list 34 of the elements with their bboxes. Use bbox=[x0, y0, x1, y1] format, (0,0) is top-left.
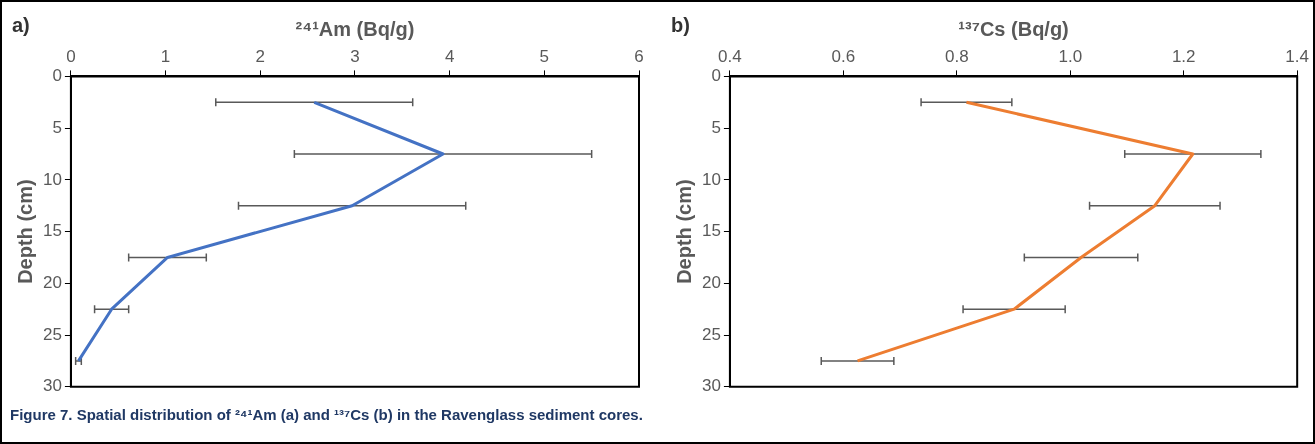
x-tick-label: 1 bbox=[160, 46, 171, 66]
y-tick-label: 5 bbox=[711, 117, 721, 137]
x-axis-title: ¹³⁷Cs (Bq/g) bbox=[958, 17, 1069, 40]
y-tick-label: 25 bbox=[42, 324, 62, 344]
chart-title: b) bbox=[671, 13, 690, 36]
y-tick-label: 0 bbox=[711, 66, 721, 86]
y-axis-title: Depth (cm) bbox=[13, 179, 36, 284]
x-tick-label: 2 bbox=[255, 46, 266, 66]
x-tick-label: 1.0 bbox=[1058, 46, 1083, 66]
x-tick-label: 0.8 bbox=[945, 46, 969, 66]
caption: Figure 7. Spatial distribution of ²⁴¹Am (a) and ¹³⁷Cs (b) in the Ravenglass sediment cores. bbox=[10, 406, 643, 423]
y-tick-label: 25 bbox=[701, 324, 721, 344]
x-tick-label: 0.4 bbox=[718, 46, 742, 66]
y-axis-title: Depth (cm) bbox=[672, 179, 695, 284]
chart-title: a) bbox=[12, 13, 30, 36]
x-tick-label: 3 bbox=[350, 46, 360, 66]
x-tick-label: 0 bbox=[66, 46, 76, 66]
y-tick-label: 0 bbox=[52, 66, 62, 86]
y-tick-label: 30 bbox=[701, 376, 721, 396]
x-tick-label: 5 bbox=[539, 46, 550, 66]
y-tick-label: 10 bbox=[42, 169, 62, 189]
x-tick-label: 4 bbox=[444, 46, 455, 66]
y-tick-label: 20 bbox=[701, 273, 721, 293]
y-tick-label: 10 bbox=[701, 169, 721, 189]
x-tick-label: 0.6 bbox=[831, 46, 856, 66]
x-tick-label: 6 bbox=[634, 46, 644, 66]
y-tick-label: 30 bbox=[42, 376, 62, 396]
y-tick-label: 15 bbox=[701, 221, 721, 241]
y-tick-label: 20 bbox=[42, 273, 62, 293]
y-tick-label: 5 bbox=[52, 117, 62, 137]
x-axis-title: ²⁴¹Am (Bq/g) bbox=[295, 17, 415, 40]
x-tick-label: 1.4 bbox=[1285, 46, 1309, 66]
x-tick-label: 1.2 bbox=[1171, 46, 1196, 66]
y-tick-label: 15 bbox=[42, 221, 62, 241]
